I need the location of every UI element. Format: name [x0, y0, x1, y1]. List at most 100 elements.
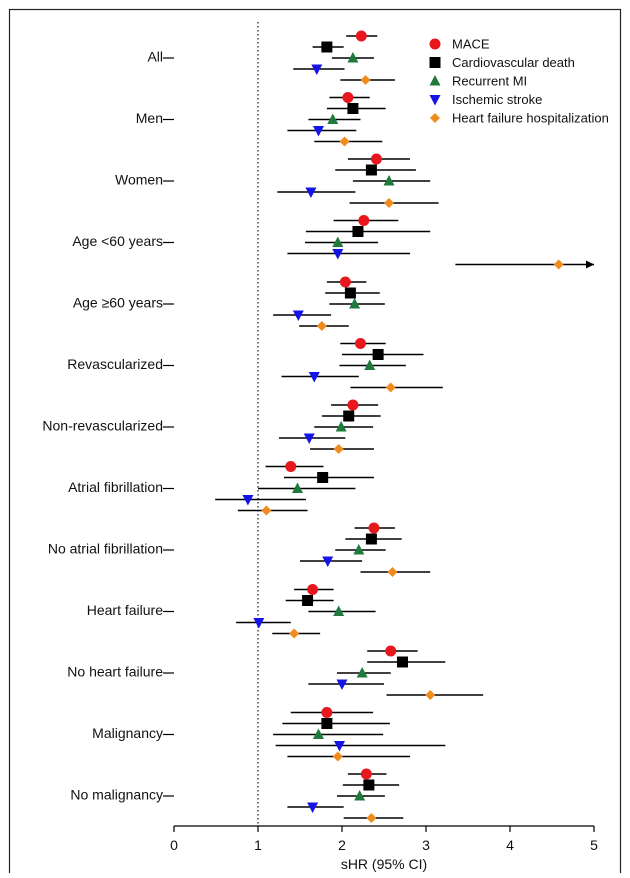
point-revascularized-cardiovascular-death: [372, 349, 384, 360]
category-label-men: Men: [136, 110, 163, 126]
category-label-atrial-fibrillation: Atrial fibrillation: [68, 479, 163, 495]
x-tick-label: 3: [422, 837, 430, 853]
point-no-malignancy-heart-failure-hospitalization: [366, 813, 377, 823]
point-women-heart-failure-hospitalization: [384, 198, 395, 208]
category-label-women: Women: [115, 172, 163, 188]
point-non-revascularized-recurrent-mi: [335, 421, 347, 432]
x-tick-label: 4: [506, 837, 514, 853]
legend-label-cardiovascular-death: Cardiovascular death: [452, 55, 575, 70]
point-men-recurrent-mi: [327, 113, 339, 124]
x-tick-label: 0: [170, 837, 178, 853]
point-age-lt60-years-ischemic-stroke: [332, 249, 344, 260]
point-age-ge60-years-ischemic-stroke: [292, 310, 304, 321]
category-label-malignancy: Malignancy: [92, 725, 163, 741]
figure-border: [8, 8, 622, 878]
point-revascularized-ischemic-stroke: [308, 372, 320, 383]
point-atrial-fibrillation-mace: [285, 461, 297, 472]
legend-marker-cardiovascular-death: [429, 57, 441, 68]
point-men-ischemic-stroke: [312, 126, 324, 137]
point-all-cardiovascular-death: [321, 41, 333, 53]
point-no-malignancy-recurrent-mi: [354, 790, 366, 801]
x-axis: 0 1 2 3 4 5: [170, 825, 598, 853]
point-no-atrial-fibrillation-mace: [368, 522, 380, 534]
category-label-heart-failure: Heart failure: [87, 602, 163, 618]
point-atrial-fibrillation-cardiovascular-death: [317, 472, 329, 483]
point-malignancy-recurrent-mi: [312, 728, 324, 739]
point-no-heart-failure-recurrent-mi: [356, 667, 368, 678]
point-malignancy-mace: [321, 707, 333, 718]
point-age-lt60-years-recurrent-mi: [332, 236, 344, 247]
point-heart-failure-ischemic-stroke: [253, 618, 265, 629]
category-label-age-lt60-years: Age <60 years: [72, 233, 163, 249]
legend-label-heart-failure-hospitalization: Heart failure hospitalization: [452, 110, 609, 125]
legend-marker-ischemic-stroke: [429, 95, 441, 106]
point-non-revascularized-heart-failure-hospitalization: [333, 444, 344, 454]
point-no-heart-failure-ischemic-stroke: [336, 679, 348, 690]
point-no-atrial-fibrillation-recurrent-mi: [353, 544, 365, 555]
category-label-revascularized: Revascularized: [67, 356, 163, 372]
point-all-ischemic-stroke: [311, 64, 323, 75]
point-heart-failure-cardiovascular-death: [302, 595, 314, 606]
legend-label-recurrent-mi: Recurrent MI: [452, 73, 527, 88]
point-non-revascularized-ischemic-stroke: [303, 433, 315, 444]
legend-marker-mace: [429, 38, 441, 50]
point-heart-failure-recurrent-mi: [333, 605, 345, 616]
point-non-revascularized-mace: [347, 399, 359, 411]
point-age-lt60-years-heart-failure-hospitalization: [553, 259, 564, 270]
point-heart-failure-mace: [307, 584, 319, 595]
point-all-recurrent-mi: [347, 52, 359, 63]
category-label-age-ge60-years: Age ≥60 years: [73, 295, 163, 311]
x-axis-title: sHR (95% CI): [341, 856, 427, 872]
legend-label-mace: MACE: [452, 36, 490, 51]
category-label-no-heart-failure: No heart failure: [67, 664, 163, 680]
point-no-malignancy-mace: [360, 768, 372, 780]
legend: MACE Cardiovascular death Recurrent MI Isch…: [429, 36, 609, 125]
legend-marker-recurrent-mi: [429, 75, 441, 86]
estimate-marks: [215, 30, 594, 823]
point-no-malignancy-ischemic-stroke: [307, 802, 319, 813]
point-no-heart-failure-cardiovascular-death: [396, 656, 408, 668]
point-women-recurrent-mi: [383, 175, 395, 186]
category-label-no-atrial-fibrillation: No atrial fibrillation: [48, 541, 163, 557]
point-atrial-fibrillation-ischemic-stroke: [242, 495, 254, 506]
point-all-mace: [355, 30, 367, 42]
point-atrial-fibrillation-recurrent-mi: [291, 482, 303, 493]
point-revascularized-recurrent-mi: [364, 359, 376, 370]
point-age-lt60-years-cardiovascular-death: [352, 226, 364, 237]
point-age-ge60-years-heart-failure-hospitalization: [316, 321, 327, 331]
point-men-heart-failure-hospitalization: [339, 136, 350, 147]
point-revascularized-heart-failure-hospitalization: [385, 382, 396, 393]
category-label-all: All: [147, 49, 163, 65]
point-no-atrial-fibrillation-cardiovascular-death: [365, 533, 377, 545]
legend-label-ischemic-stroke: Ischemic stroke: [452, 92, 542, 107]
category-label-no-malignancy: No malignancy: [70, 787, 163, 803]
ci-overflow-arrow: [586, 260, 594, 269]
point-age-ge60-years-cardiovascular-death: [344, 287, 356, 299]
x-tick-label: 2: [338, 837, 346, 853]
point-age-ge60-years-mace: [339, 276, 351, 288]
point-heart-failure-heart-failure-hospitalization: [289, 628, 300, 639]
x-tick-label: 5: [590, 837, 598, 853]
point-men-cardiovascular-death: [347, 103, 359, 114]
point-no-atrial-fibrillation-heart-failure-hospitalization: [387, 567, 398, 577]
point-women-mace: [370, 153, 382, 165]
point-all-heart-failure-hospitalization: [360, 75, 371, 85]
point-men-mace: [342, 92, 354, 103]
point-women-cardiovascular-death: [365, 164, 377, 176]
point-age-lt60-years-mace: [358, 215, 370, 226]
point-revascularized-mace: [354, 338, 366, 349]
category-labels: All Men Women Age <60 years Age ≥60 years Rev…: [42, 49, 174, 803]
point-no-malignancy-cardiovascular-death: [363, 779, 375, 791]
legend-marker-heart-failure-hospitalization: [430, 113, 440, 123]
point-women-ischemic-stroke: [305, 187, 317, 198]
point-no-heart-failure-heart-failure-hospitalization: [425, 690, 436, 700]
point-no-atrial-fibrillation-ischemic-stroke: [322, 556, 334, 567]
point-non-revascularized-cardiovascular-death: [343, 410, 355, 422]
point-no-heart-failure-mace: [385, 645, 397, 657]
point-malignancy-heart-failure-hospitalization: [332, 751, 343, 762]
x-tick-label: 1: [254, 837, 262, 853]
point-atrial-fibrillation-heart-failure-hospitalization: [261, 505, 272, 516]
point-age-ge60-years-recurrent-mi: [349, 298, 361, 309]
